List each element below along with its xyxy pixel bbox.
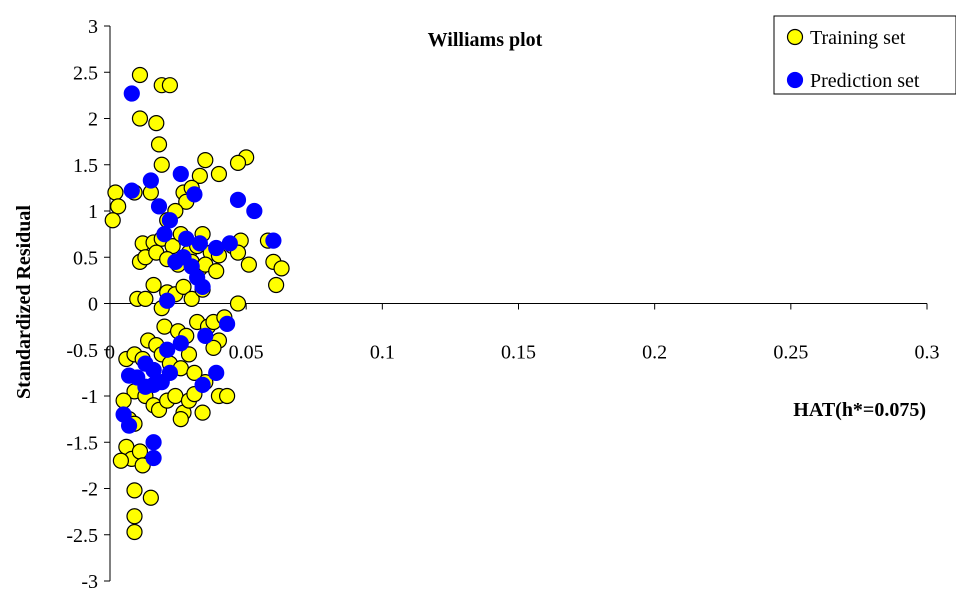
training-point <box>104 212 121 229</box>
y-tick-label: -3 <box>81 571 98 593</box>
y-tick-label: 1.5 <box>73 155 98 177</box>
training-point <box>142 489 159 506</box>
prediction-point <box>221 235 238 252</box>
prediction-point <box>208 364 225 381</box>
training-point <box>145 276 162 294</box>
training-point <box>161 77 179 94</box>
training-point <box>194 404 211 421</box>
prediction-point <box>159 341 176 358</box>
training-point <box>180 346 198 363</box>
x-tick-label: 0.15 <box>501 342 536 364</box>
prediction-point <box>159 292 176 309</box>
training-point <box>210 165 228 183</box>
prediction-point <box>161 212 179 229</box>
prediction-point <box>156 226 173 243</box>
training-point <box>112 452 129 469</box>
prediction-point <box>246 202 263 220</box>
training-point <box>131 443 149 460</box>
x-ticks: 0 0.05 0.1 0.15 0.2 0.25 0.3 <box>105 303 940 364</box>
prediction-point <box>194 376 211 393</box>
legend: Training set Prediction set <box>773 15 956 95</box>
x-tick-label: 0.1 <box>370 342 395 364</box>
prediction-point <box>142 172 159 189</box>
x-tick-label: 0.05 <box>229 342 264 364</box>
training-point <box>205 339 222 356</box>
training-point <box>240 256 257 273</box>
y-tick-label: 3 <box>88 16 98 38</box>
prediction-point <box>178 230 195 247</box>
training-point <box>126 508 143 525</box>
prediction-point <box>150 198 168 215</box>
prediction-point <box>197 327 214 344</box>
y-tick-label: -2 <box>81 479 98 501</box>
training-point <box>229 295 247 312</box>
prediction-point <box>208 239 225 257</box>
training-point <box>172 411 189 428</box>
training-point <box>229 154 247 171</box>
y-tick-label: 1 <box>88 201 98 223</box>
prediction-point <box>120 417 138 434</box>
training-point <box>126 482 143 499</box>
training-point <box>208 263 225 280</box>
prediction-point <box>172 165 189 183</box>
training-point <box>183 290 200 307</box>
training-point <box>186 364 203 381</box>
training-point <box>126 523 143 541</box>
y-tick-label: -0.5 <box>66 340 98 362</box>
legend-marker-training <box>786 28 804 46</box>
training-point <box>150 136 168 153</box>
x-tick-label: 0.3 <box>915 342 940 364</box>
training-point <box>148 115 165 132</box>
prediction-point <box>145 449 162 467</box>
y-tick-label: -1.5 <box>66 432 98 454</box>
prediction-point <box>172 335 189 352</box>
training-point <box>167 387 184 405</box>
prediction-point <box>229 191 247 208</box>
x-tick-label: 0.2 <box>642 342 667 364</box>
y-tick-label: 0.5 <box>73 247 98 269</box>
y-tick-label: -1 <box>81 386 98 408</box>
prediction-point <box>161 364 179 381</box>
prediction-point <box>145 434 162 451</box>
y-ticks: 3 2.5 2 1.5 1 0.5 0 -0.5 -1 -1.5 -2 -2.5 -3 <box>66 16 110 593</box>
x-tick-label: 0 <box>105 342 115 364</box>
training-point <box>219 387 236 405</box>
training-point <box>115 392 132 409</box>
training-point <box>191 167 208 184</box>
training-point <box>197 152 214 169</box>
y-axis-label: Standardized Residual <box>13 205 35 399</box>
training-point <box>110 198 127 215</box>
prediction-point <box>194 278 211 295</box>
prediction-point <box>191 235 208 252</box>
prediction-point <box>265 232 282 249</box>
y-tick-label: 2 <box>88 109 98 131</box>
training-point <box>131 110 149 127</box>
data-points <box>104 66 290 541</box>
prediction-point <box>186 186 203 203</box>
prediction-point <box>123 182 140 199</box>
legend-box <box>773 15 956 95</box>
legend-label-training: Training set <box>810 27 906 49</box>
training-point <box>131 66 149 84</box>
training-point <box>153 156 170 173</box>
training-point <box>268 276 285 294</box>
prediction-point <box>123 85 140 102</box>
y-tick-label: 2.5 <box>73 62 98 84</box>
training-point <box>137 290 154 307</box>
y-tick-label: 0 <box>88 294 98 316</box>
x-axis-label: HAT(h*=0.075) <box>793 399 926 421</box>
training-point <box>175 278 192 295</box>
training-point <box>156 318 173 335</box>
y-tick-label: -2.5 <box>66 525 98 547</box>
x-tick-label: 0.25 <box>773 342 808 364</box>
chart-title: Williams plot <box>428 29 543 51</box>
training-point <box>273 260 290 277</box>
legend-label-prediction: Prediction set <box>810 70 920 92</box>
training-point <box>107 184 124 201</box>
prediction-point <box>219 315 236 332</box>
legend-marker-prediction <box>786 71 804 89</box>
